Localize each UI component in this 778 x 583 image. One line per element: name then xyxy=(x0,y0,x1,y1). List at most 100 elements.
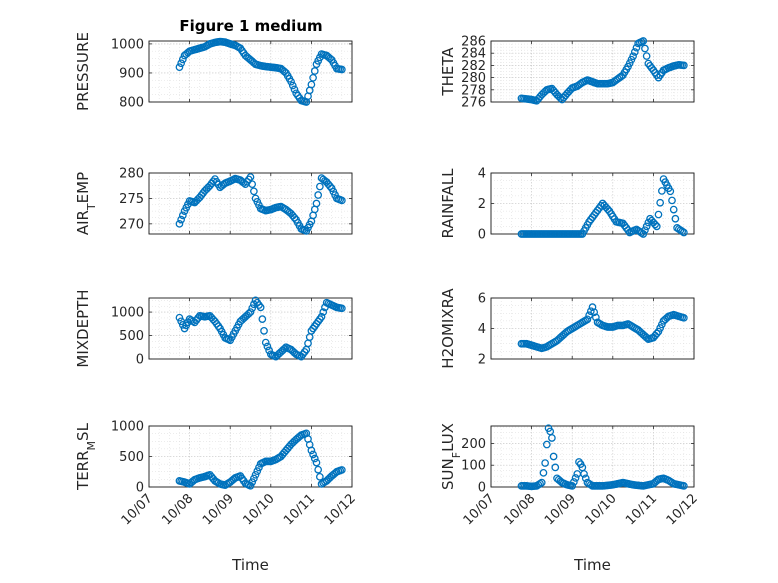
panel-4-data-point xyxy=(656,198,665,207)
panel-5-data-point xyxy=(248,304,257,313)
panel-4-data-point xyxy=(666,187,675,196)
panel-1-axes-frame xyxy=(148,40,353,103)
panel-8-data-point xyxy=(575,458,583,466)
panel-5-y-tick-label: 0 xyxy=(136,353,144,368)
panel-7-data-point xyxy=(310,454,319,463)
panel-5-data-point xyxy=(175,313,184,322)
panel-1-y-tick-label: 900 xyxy=(119,66,144,81)
panel-6-y-tick-label: 4 xyxy=(478,322,486,337)
panel-3-data-point xyxy=(239,178,248,187)
panel-5-data-point xyxy=(319,308,328,316)
panel-5-data-point xyxy=(261,338,270,347)
panel-2-data-point xyxy=(629,52,637,61)
panel-1-data-point xyxy=(287,77,295,86)
panel-7-data-point xyxy=(316,472,324,481)
panel-2-axes-frame xyxy=(490,40,695,103)
panel-3-y-axis-label: AIRTEMP xyxy=(74,172,98,235)
panel-8-x-axis-label: Time xyxy=(573,556,611,574)
panel-2-data-point xyxy=(642,52,651,60)
panel-7-y-tick-label: 1000 xyxy=(111,420,144,435)
panel-4-data-point xyxy=(668,196,676,205)
panel-4-y-tick-label: 4 xyxy=(478,167,486,182)
panel-1-y-tick-label: 800 xyxy=(119,96,144,111)
panel-4-data-point xyxy=(658,187,666,195)
panel-8-data-point xyxy=(537,478,546,487)
panel-8-data-point xyxy=(581,474,590,483)
panel-3-data-point xyxy=(314,191,323,199)
panel-4-data-point xyxy=(641,226,649,235)
panel-7-y-axis-label: TERRMSL xyxy=(74,422,98,491)
panel-8-data-point xyxy=(679,482,688,490)
panel-3-y-tick-label: 270 xyxy=(119,217,144,232)
panel-5-data-point xyxy=(263,342,272,351)
panel-5-y-tick-label: 500 xyxy=(119,329,144,344)
panel-3-data-point xyxy=(290,213,299,222)
panel-2-y-tick-label: 276 xyxy=(461,96,486,111)
panel-7-y-tick-label: 0 xyxy=(136,481,144,496)
panel-3-data-point xyxy=(312,199,321,208)
panel-2-y-tick-label: 278 xyxy=(461,83,486,98)
panel-3-data-point xyxy=(326,182,334,191)
panel-6-data-point xyxy=(592,313,600,322)
panel-3-data-point xyxy=(337,196,346,205)
panel-5-data-point xyxy=(246,308,255,316)
panel-2-y-axis-label: THETA xyxy=(439,47,457,97)
panel-6-data-point xyxy=(654,327,663,336)
panel-6-data-point xyxy=(679,313,688,322)
panel-4-data-point xyxy=(654,210,663,219)
panel-7-data-point xyxy=(253,467,262,475)
panel-8-y-tick-label: 100 xyxy=(461,459,486,474)
panel-1-data-point xyxy=(177,59,185,68)
panel-3-data-point xyxy=(177,215,185,224)
panel-3-y-tick-label: 275 xyxy=(119,192,144,207)
panel-5-axes-frame xyxy=(148,297,353,360)
panel-7-data-point xyxy=(309,450,317,459)
panel-7-data-point xyxy=(337,466,346,474)
panel-4-data-point xyxy=(678,227,687,236)
panel-4-data-point xyxy=(642,222,651,231)
panel-8-data-point xyxy=(541,459,549,467)
panel-5-y-tick-label: 1000 xyxy=(111,306,144,321)
panel-2-data-point xyxy=(641,44,649,53)
panel-7-data-point xyxy=(251,470,260,479)
panel-5-data-point xyxy=(244,309,253,318)
panel-7-data-point xyxy=(248,478,257,486)
panel-6-y-tick-label: 2 xyxy=(478,353,486,368)
panel-1-y-axis-label: PRESSURE xyxy=(74,32,92,111)
panel-8-y-axis-label: SUNFLUX xyxy=(439,423,463,490)
panel-7-x-axis-label: Time xyxy=(231,556,269,574)
panel-2-data-point xyxy=(679,61,688,70)
panel-7-data-point xyxy=(314,465,323,474)
panel-6-data-point xyxy=(586,307,595,316)
panel-8-data-point xyxy=(571,474,580,482)
panel-6-data-point xyxy=(588,303,597,311)
panel-1-y-tick-label: 1000 xyxy=(111,37,144,52)
panel-4-y-tick-label: 2 xyxy=(478,197,486,212)
panel-3-data-point xyxy=(175,219,184,228)
panel-2-y-tick-label: 284 xyxy=(461,47,486,62)
panel-1-data-point xyxy=(178,55,187,64)
panel-8-data-point xyxy=(551,463,560,472)
panel-7-y-tick-label: 500 xyxy=(119,450,144,465)
panel-7-data-point xyxy=(307,446,316,455)
panel-1-data-point xyxy=(175,63,184,71)
panel-1-data-point xyxy=(309,73,317,82)
panel-7-data-point xyxy=(250,474,258,483)
panel-2-y-tick-label: 282 xyxy=(461,59,486,74)
panel-1-data-point xyxy=(310,67,319,75)
panel-5-data-point xyxy=(337,304,346,313)
panel-3-data-point xyxy=(248,180,257,189)
panel-8-data-point xyxy=(570,478,578,486)
panel-8-data-point xyxy=(549,452,558,461)
panel-7-data-point xyxy=(246,481,255,490)
panel-5-data-point xyxy=(256,303,265,312)
panel-2-y-tick-label: 280 xyxy=(461,71,486,86)
panel-3-data-point xyxy=(316,182,324,191)
panel-2-data-point xyxy=(630,48,639,56)
panel-6-data-point xyxy=(590,308,599,317)
panel-8-data-point xyxy=(539,468,548,477)
panel-6-data-point xyxy=(658,320,666,329)
panel-5-data-point xyxy=(260,326,268,335)
panel-1-data-point xyxy=(290,85,299,94)
